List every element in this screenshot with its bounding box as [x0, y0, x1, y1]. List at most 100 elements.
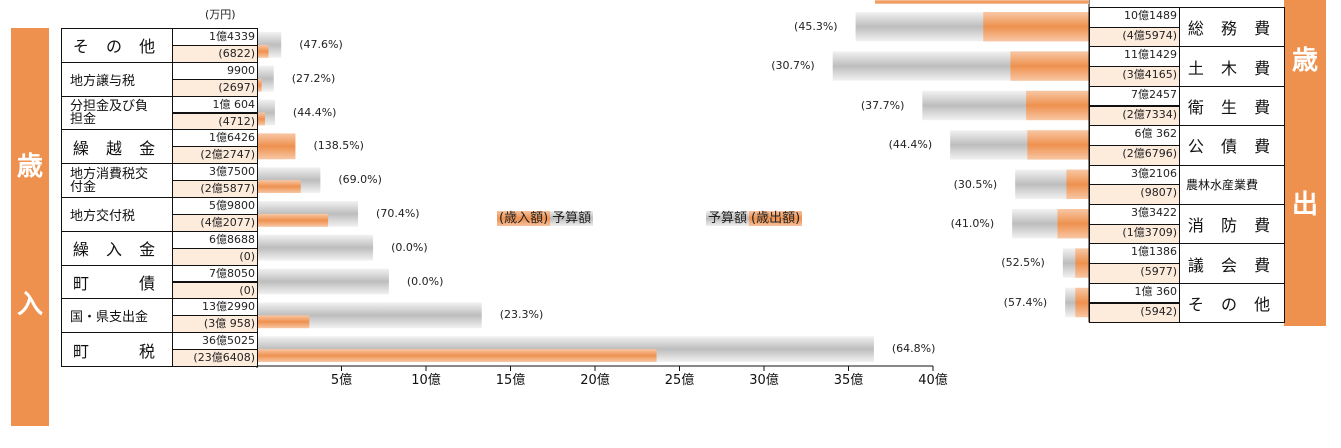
- revenue-item-label: 町 債: [61, 264, 173, 300]
- revenue-pct-label: (44.4%): [292, 105, 337, 119]
- expense-budget-label: 3億3422: [1089, 204, 1180, 225]
- legend-revenue: (歳入額) 予算額: [497, 210, 594, 227]
- revenue-pct-label: (70.4%): [376, 207, 420, 220]
- revenue-actual-label: (23億6408): [172, 349, 258, 367]
- expense-actual-label: (1億3709): [1089, 223, 1180, 245]
- x-tick-label: 20億: [580, 372, 610, 388]
- legend-revenue-actual: (歳入額): [497, 211, 551, 226]
- expense-budget-label: 10億1489: [1089, 7, 1180, 28]
- revenue-tag-char-1: 歳: [16, 152, 43, 182]
- expense-cutoff-bar: [875, 0, 1089, 4]
- revenue-pct-label: (64.8%): [891, 342, 936, 356]
- expense-item-label: 公 債 費: [1179, 125, 1285, 166]
- revenue-item-label: 地方消費税交付金: [61, 163, 173, 198]
- revenue-actual-bar: [257, 213, 329, 227]
- revenue-pct-label: (23.3%): [499, 308, 544, 322]
- legend-expense-budget: 予算額: [706, 211, 750, 226]
- expense-actual-bar: [1027, 130, 1089, 160]
- expense-pct-label: (30.7%): [771, 59, 815, 73]
- expense-actual-bar: [1010, 51, 1089, 81]
- expense-actual-label: (5942): [1089, 302, 1180, 324]
- expense-actual-label: (9807): [1089, 184, 1180, 205]
- expense-budget-label: 1億1386: [1089, 243, 1180, 265]
- revenue-actual-bar: [257, 133, 296, 160]
- expense-pct-label: (57.4%): [1003, 295, 1048, 309]
- expense-budget-label: 11億1429: [1089, 46, 1180, 68]
- revenue-tag-char-2: 入: [16, 290, 43, 320]
- expense-actual-bar: [1057, 209, 1089, 239]
- x-tick-label: 40億: [918, 372, 948, 388]
- revenue-actual-bar: [257, 78, 262, 92]
- revenue-pct-label: (0.0%): [406, 274, 444, 288]
- revenue-item-label: 繰 越 金: [61, 129, 173, 165]
- revenue-actual-bar: [257, 315, 310, 329]
- revenue-actual-label: (6822): [172, 44, 258, 63]
- revenue-budget-bar: [257, 268, 389, 295]
- revenue-actual-label: (0): [172, 281, 258, 300]
- revenue-budget-label: 3億7500: [172, 163, 258, 182]
- expense-actual-label: (2億6796): [1089, 144, 1180, 166]
- expense-item-label: 農林水産業費: [1179, 164, 1285, 205]
- x-tick-label: 25億: [665, 372, 695, 388]
- expense-tag-char-2: 出: [1291, 190, 1318, 220]
- revenue-pct-label: (0.0%): [391, 240, 428, 254]
- revenue-budget-label: 6億8688: [172, 230, 258, 249]
- x-tick-label: 10億: [411, 372, 441, 388]
- expense-budget-label: 6億 362: [1089, 125, 1180, 146]
- revenue-budget-label: 1億6426: [172, 129, 258, 148]
- expense-budget-label: 3億2106: [1089, 164, 1180, 186]
- legend-revenue-budget: 予算額: [550, 211, 594, 226]
- expense-item-label: 消 防 費: [1179, 204, 1285, 245]
- revenue-item-label: 分担金及び負担金: [61, 95, 173, 131]
- revenue-item-label: そ の 他: [61, 28, 173, 63]
- revenue-item-label-text: 分担金及び負担金: [70, 98, 149, 127]
- revenue-pct-label: (27.2%): [291, 71, 336, 85]
- revenue-actual-label: (0): [172, 247, 258, 266]
- revenue-actual-label: (3億 958): [172, 315, 258, 334]
- revenue-item-label: 国・県支出金: [61, 298, 173, 334]
- expense-budget-label: 7億2457: [1089, 85, 1180, 107]
- revenue-actual-label: (4712): [172, 112, 258, 131]
- expense-actual-label: (4億5974): [1089, 26, 1180, 48]
- revenue-actual-label: (2億2747): [172, 146, 258, 165]
- revenue-actual-bar: [257, 349, 657, 362]
- expense-actual-bar: [1066, 169, 1089, 199]
- expense-pct-label: (30.5%): [953, 177, 998, 191]
- revenue-item-label: 町 税: [61, 332, 173, 367]
- expense-item-label: 土 木 費: [1179, 46, 1285, 87]
- x-tick-label: 35億: [834, 372, 864, 388]
- expense-pct-label: (41.0%): [950, 217, 995, 230]
- revenue-item-label-text: 地方消費税交付金: [70, 166, 149, 195]
- expense-item-label: 議 会 費: [1179, 243, 1285, 284]
- expense-pct-label: (52.5%): [1001, 256, 1045, 270]
- expense-budget-label: 1億 360: [1089, 282, 1180, 304]
- expense-actual-label: (2億7334): [1089, 105, 1180, 127]
- revenue-item-label: 地方交付税: [61, 197, 173, 232]
- expense-actual-bar: [983, 12, 1089, 42]
- revenue-item-label: 地方譲与税: [61, 61, 173, 97]
- legend-expense-actual: (歳出額): [749, 211, 803, 226]
- revenue-budget-bar: [257, 234, 374, 261]
- expense-item-label: 総 務 費: [1179, 7, 1285, 48]
- x-tick-label: 5億: [331, 372, 352, 388]
- revenue-actual-bar: [257, 180, 301, 193]
- revenue-actual-bar: [257, 44, 269, 58]
- revenue-budget-label: 13億2990: [172, 298, 258, 317]
- unit-label: (万円): [205, 8, 236, 21]
- revenue-actual-label: (2億5877): [172, 180, 258, 198]
- expense-item-label: 衛 生 費: [1179, 85, 1285, 127]
- revenue-budget-label: 1億 604: [172, 95, 258, 114]
- x-tick-label: 30億: [749, 372, 779, 388]
- expense-actual-bar: [1075, 248, 1089, 278]
- revenue-tag: 歳 入: [11, 28, 49, 426]
- expense-pct-label: (44.4%): [888, 138, 933, 152]
- legend-expense: 予算額 (歳出額): [706, 210, 803, 227]
- revenue-pct-label: (69.0%): [338, 173, 382, 187]
- revenue-item-label: 繰 入 金: [61, 230, 173, 266]
- revenue-pct-label: (138.5%): [313, 139, 364, 153]
- expense-pct-label: (45.3%): [794, 20, 838, 33]
- expense-tag-char-1: 歳: [1291, 46, 1318, 76]
- revenue-budget-label: 7億8050: [172, 264, 258, 283]
